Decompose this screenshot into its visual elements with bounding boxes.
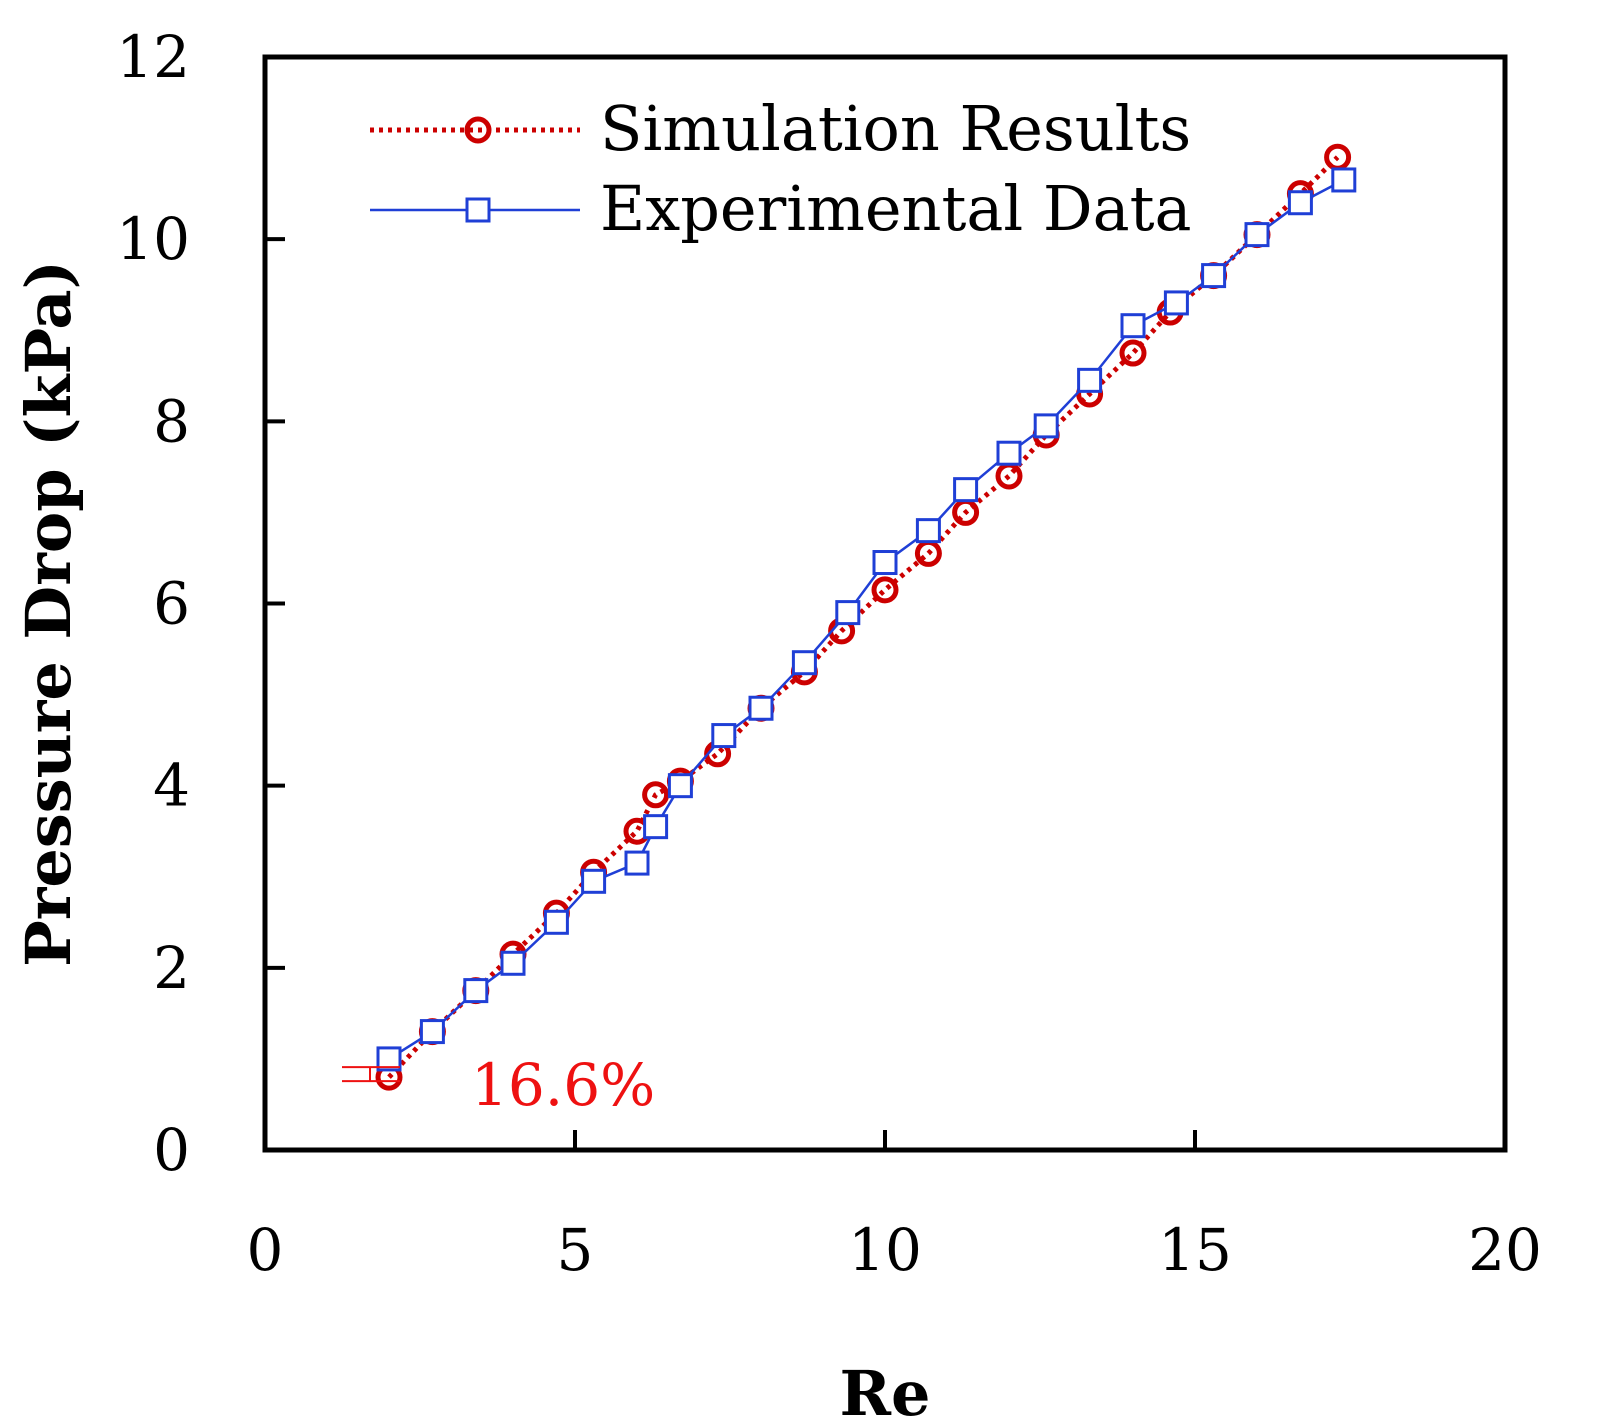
y-tick-label-8: 8 bbox=[153, 387, 190, 455]
y-tick-label-10: 10 bbox=[116, 205, 190, 273]
square-point-11 bbox=[791, 650, 817, 676]
series-line-0 bbox=[387, 155, 1340, 1079]
y-tick-label-4: 4 bbox=[153, 752, 190, 820]
series-experimental-data bbox=[376, 167, 1357, 1072]
x-tick-label-20: 20 bbox=[1468, 1216, 1542, 1284]
square-point-18 bbox=[1077, 367, 1103, 393]
circle-point-16 bbox=[995, 462, 1023, 490]
square-point-7 bbox=[643, 814, 669, 840]
square-point-17 bbox=[1033, 413, 1059, 439]
circle-point-13 bbox=[871, 576, 899, 604]
square-point-12 bbox=[835, 600, 861, 626]
legend-marker-1 bbox=[465, 197, 491, 223]
square-point-20 bbox=[1163, 290, 1189, 316]
y-tick-label-0: 0 bbox=[153, 1116, 190, 1184]
square-point-6 bbox=[624, 850, 650, 876]
y-tick-label-2: 2 bbox=[153, 934, 190, 1002]
square-point-9 bbox=[711, 723, 737, 749]
circle-point-7 bbox=[642, 781, 670, 809]
square-point-13 bbox=[872, 550, 898, 576]
square-point-19 bbox=[1120, 313, 1146, 339]
square-point-22 bbox=[1244, 222, 1270, 248]
series-line-1 bbox=[388, 178, 1345, 1060]
square-point-24 bbox=[1331, 167, 1357, 193]
legend-label-0: Simulation Results bbox=[600, 92, 1191, 165]
square-point-0 bbox=[376, 1046, 402, 1072]
square-point-8 bbox=[667, 773, 693, 799]
y-axis-title: Pressure Drop (kPa) bbox=[12, 260, 85, 967]
axis-tick-labels: 0 5 10 15 20 0 2 4 6 8 10 12 bbox=[116, 23, 1542, 1284]
legend-marker-0 bbox=[464, 116, 492, 144]
annotations: 16.6% bbox=[342, 1051, 655, 1119]
square-point-2 bbox=[463, 978, 489, 1004]
square-point-21 bbox=[1201, 263, 1227, 289]
axis-ticks bbox=[263, 55, 1507, 1152]
y-tick-label-6: 6 bbox=[153, 570, 190, 638]
square-point-5 bbox=[581, 868, 607, 894]
square-point-1 bbox=[419, 1019, 445, 1045]
x-tick-label-10: 10 bbox=[848, 1216, 922, 1284]
x-tick-label-15: 15 bbox=[1158, 1216, 1232, 1284]
x-axis-title: Re bbox=[840, 1357, 931, 1425]
square-point-15 bbox=[953, 477, 979, 503]
y-tick-label-12: 12 bbox=[116, 23, 190, 91]
square-point-16 bbox=[996, 440, 1022, 466]
square-point-3 bbox=[500, 950, 526, 976]
square-point-23 bbox=[1287, 190, 1313, 216]
circle-point-19 bbox=[1119, 339, 1147, 367]
legend-label-1: Experimental Data bbox=[600, 172, 1191, 245]
square-point-14 bbox=[915, 518, 941, 544]
x-tick-label-5: 5 bbox=[557, 1216, 594, 1284]
annotation-label: 16.6% bbox=[471, 1051, 655, 1119]
square-point-4 bbox=[543, 909, 569, 935]
x-tick-label-0: 0 bbox=[247, 1216, 284, 1284]
series-group bbox=[375, 143, 1357, 1091]
square-point-10 bbox=[748, 695, 774, 721]
